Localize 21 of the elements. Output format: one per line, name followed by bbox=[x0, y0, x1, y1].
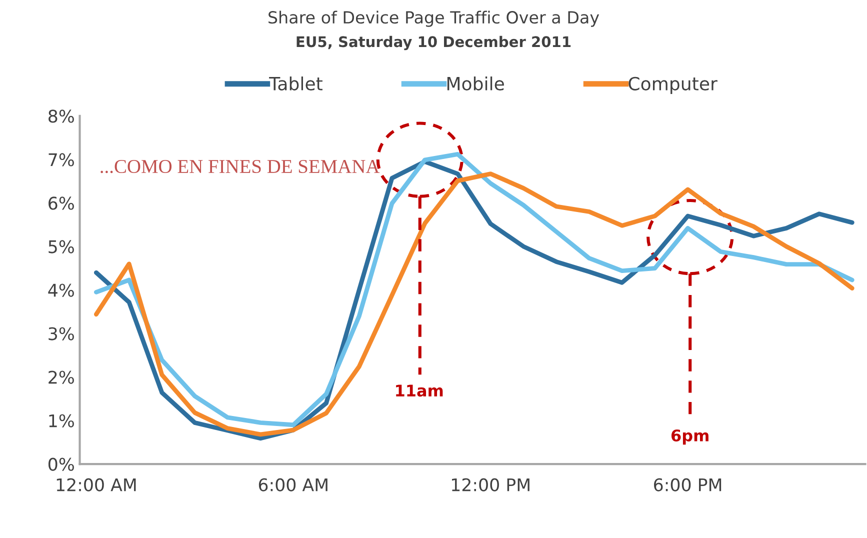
x-tick-label: 12:00 AM bbox=[56, 478, 136, 492]
legend-label: Tablet bbox=[269, 76, 322, 90]
y-tick-label: 6% bbox=[48, 196, 74, 210]
y-tick-label: 3% bbox=[48, 327, 74, 340]
y-tick-label: 0% bbox=[48, 458, 74, 471]
chart-subtitle: EU5, Saturday 10 December 2011 bbox=[296, 36, 571, 50]
y-tick-label: 5% bbox=[48, 240, 74, 254]
y-tick-label: 4% bbox=[48, 284, 74, 297]
x-tick-label: 12:00 PM bbox=[452, 478, 530, 492]
x-tick-label: 6:00 AM bbox=[258, 478, 328, 492]
y-tick-label: 2% bbox=[48, 370, 74, 384]
annotation: 6pm bbox=[671, 429, 708, 445]
y-tick-label: 8% bbox=[48, 110, 74, 123]
legend-label: Computer bbox=[628, 76, 718, 94]
legend-label: Mobile bbox=[447, 76, 504, 90]
y-tick-label: 1% bbox=[49, 414, 74, 428]
annotation: ...COMO EN FINES DE SEMANA bbox=[100, 160, 380, 174]
chart-title: Share of Device Page Traffic Over a Day bbox=[268, 10, 600, 27]
y-tick-label: 7% bbox=[48, 153, 74, 166]
x-tick-label: 6:00 PM bbox=[654, 478, 722, 492]
annotation: 11am bbox=[396, 384, 443, 397]
